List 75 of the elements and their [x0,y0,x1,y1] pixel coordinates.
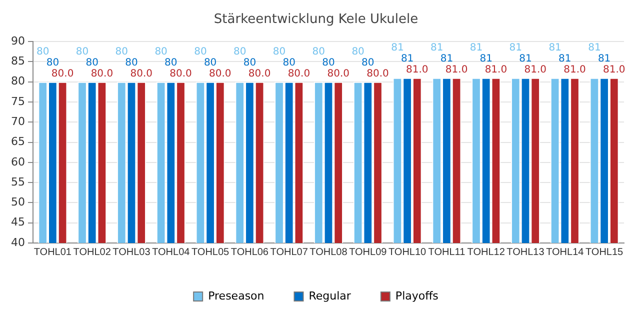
x-tick-label: TOHL10 [388,246,427,258]
y-tick-label: 40 [10,236,25,249]
data-label: 80 [36,46,50,58]
data-label: 80.0 [130,68,152,80]
data-label: 81 [509,42,522,54]
data-label: 80 [76,46,89,58]
y-tick-label: 45 [10,216,25,229]
data-label: 80 [272,46,286,58]
data-label: 81.0 [603,64,626,76]
data-label: 80 [233,46,246,58]
data-label: 80 [352,46,364,58]
data-label: 80.0 [366,68,389,80]
x-tick-label: TOHL09 [349,246,388,258]
data-label: 81.0 [406,64,428,76]
y-tick-label: 90 [10,34,25,48]
data-label: 80.0 [327,68,350,80]
y-tick-label: 75 [10,94,25,108]
data-label: 81.0 [484,64,508,76]
data-label: 81 [519,53,532,64]
x-tick-label: TOHL15 [585,246,624,258]
legend-label: Preseason [208,289,264,302]
y-tick-label: 65 [10,135,25,148]
legend-label: Regular [308,289,352,302]
x-tick-label: TOHL03 [112,246,151,258]
data-label: 81 [391,42,404,54]
data-label: 80.0 [170,68,192,80]
data-label: 81 [470,42,483,54]
data-label: 81 [598,53,611,64]
y-tick-label: 80 [10,74,25,88]
y-tick-label: 50 [10,196,25,209]
data-label: 81.0 [445,64,468,76]
data-label: 80 [282,57,296,68]
x-tick-label: TOHL11 [428,246,466,258]
x-tick-label: TOHL05 [191,246,230,258]
data-label: 81 [558,53,572,64]
x-tick-label: TOHL02 [73,246,112,258]
y-tick-label: 70 [10,115,25,128]
data-label: 80.0 [51,68,74,80]
data-label: 80 [46,57,60,68]
data-label: 81 [400,53,414,64]
y-tick-label: 85 [10,54,25,68]
data-label: 80 [243,57,256,68]
x-tick-label: TOHL08 [310,246,348,258]
data-label: 80 [154,46,168,58]
data-label: 80 [125,57,138,68]
y-tick-label: 60 [10,155,25,168]
data-label: 80 [86,57,98,68]
data-label: 81 [588,42,601,54]
data-label: 80 [194,46,207,58]
data-label: 81 [430,42,444,54]
data-label: 81 [548,42,562,54]
x-tick-label: TOHL14 [546,246,584,258]
data-label: 80.0 [209,68,232,80]
x-tick-label: TOHL13 [506,246,545,258]
data-label: 80.0 [248,68,271,80]
x-tick-label: TOHL12 [467,246,506,258]
data-label: 80.0 [288,68,310,80]
data-label: 81 [440,53,454,64]
y-tick-label: 55 [10,175,25,188]
data-label: 80 [312,46,326,58]
chart-title: Stärkeentwicklung Kele Ukulele [214,12,418,28]
data-label: 81.0 [524,64,546,76]
data-label: 81 [480,53,492,64]
data-label: 80 [362,57,374,68]
data-label: 81.0 [564,64,586,76]
x-tick-label: TOHL07 [270,246,308,258]
data-label: 80.0 [90,68,114,80]
legend-label: Playoffs [395,289,439,302]
data-label: 80 [115,46,128,58]
data-label: 80 [322,57,335,68]
data-label: 80 [164,57,178,68]
data-label: 80 [204,57,217,68]
x-tick-label: TOHL04 [152,246,190,258]
x-tick-label: TOHL06 [230,246,269,258]
x-tick-label: TOHL01 [34,246,72,258]
